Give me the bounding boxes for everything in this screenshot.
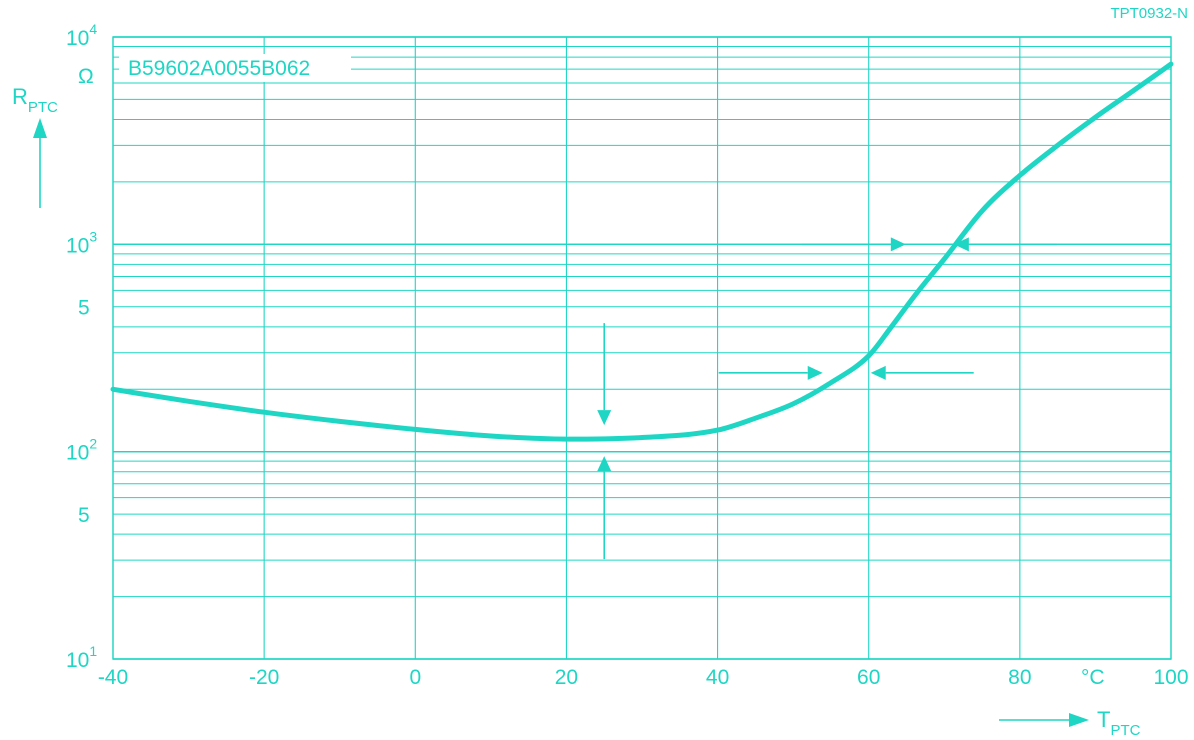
tolerance-arrow-left <box>953 237 1057 252</box>
x-axis-label-main: T <box>1097 707 1110 732</box>
y-axis-unit: Ω <box>78 65 94 88</box>
plot-frame <box>112 36 1172 660</box>
resistance-curve <box>110 61 1174 442</box>
y-tick-label: 103 <box>66 228 97 257</box>
x-tick-label: -20 <box>249 666 279 689</box>
y-axis-label-sub: PTC <box>28 99 58 116</box>
x-tick-label: 60 <box>857 666 880 689</box>
tolerance-arrow-down <box>597 323 612 426</box>
grid <box>112 36 1172 660</box>
x-tick-label: 80 <box>1008 666 1031 689</box>
y-axis-arrow <box>33 118 47 208</box>
y-tick-label: 104 <box>66 21 97 50</box>
x-tick-label: 0 <box>409 666 421 689</box>
tolerance-arrow-up <box>597 456 612 560</box>
chart-code-label: TPT0932-N <box>1110 5 1188 22</box>
x-tick-label: 20 <box>555 666 578 689</box>
y-tick-label: 102 <box>66 436 97 465</box>
chart-marks: -40 -20 0 20 40 60 80 100 101 5 102 5 103 104 <box>66 21 1189 689</box>
x-axis-label: TPTC <box>1097 707 1141 739</box>
part-number-background <box>119 54 351 82</box>
x-axis-unit: °C <box>1081 666 1105 689</box>
tolerance-arrow-left <box>870 365 974 380</box>
tolerance-arrow-right <box>718 365 823 380</box>
tolerance-arrow-right <box>801 237 906 252</box>
x-tick-label: -40 <box>98 666 128 689</box>
x-axis-arrow <box>999 713 1089 727</box>
y-tick-label: 5 <box>78 297 90 320</box>
x-tick-label: 40 <box>706 666 729 689</box>
y-axis-label-main: R <box>12 84 28 109</box>
y-tick-label: 5 <box>78 504 90 527</box>
y-axis-label: RPTC <box>12 84 58 116</box>
x-tick-label: 100 <box>1153 666 1188 689</box>
x-axis-label-sub: PTC <box>1110 722 1140 739</box>
y-tick-label: 101 <box>66 643 97 672</box>
part-number-label: B59602A0055B062 <box>128 57 310 80</box>
